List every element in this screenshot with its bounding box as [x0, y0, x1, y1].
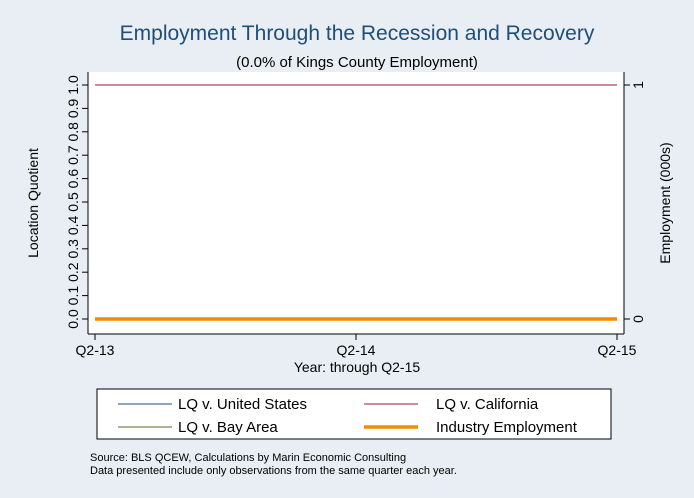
legend-label: LQ v. United States	[178, 396, 307, 413]
legend-label: LQ v. California	[436, 396, 539, 413]
y2-tick-label: 0	[630, 315, 646, 323]
source-note: Source: BLS QCEW, Calculations by Marin …	[90, 452, 406, 464]
y-tick-label: 0.3	[65, 239, 81, 259]
plot-area	[88, 72, 624, 334]
y-tick-label: 0.8	[65, 122, 81, 142]
y-tick-label: 0.5	[65, 192, 81, 212]
y-tick-label: 0.2	[65, 262, 81, 282]
x-tick-label: Q2-15	[598, 342, 637, 358]
y-tick-label: 1.0	[65, 75, 81, 95]
legend-box	[96, 388, 612, 440]
y-tick-label: 0.7	[65, 145, 81, 165]
chart-subtitle: (0.0% of Kings County Employment)	[236, 54, 478, 71]
y-axis-label: Location Quotient	[25, 148, 41, 258]
x-axis-label: Year: through Q2-15	[294, 359, 421, 375]
legend-label: LQ v. Bay Area	[178, 419, 278, 436]
data-note: Data presented include only observations…	[90, 465, 457, 477]
y-tick-label: 0.0	[65, 309, 81, 329]
y-tick-label: 0.4	[65, 215, 81, 235]
y-tick-label: 0.1	[65, 286, 81, 306]
x-tick-label: Q2-13	[76, 342, 115, 358]
x-tick-label: Q2-14	[337, 342, 376, 358]
chart-title: Employment Through the Recession and Rec…	[120, 22, 595, 45]
y2-tick-label: 1	[630, 81, 646, 89]
legend-label: Industry Employment	[436, 419, 578, 436]
y2-axis-label: Employment (000s)	[657, 142, 673, 263]
y-tick-label: 0.9	[65, 98, 81, 118]
y-tick-label: 0.6	[65, 169, 81, 189]
